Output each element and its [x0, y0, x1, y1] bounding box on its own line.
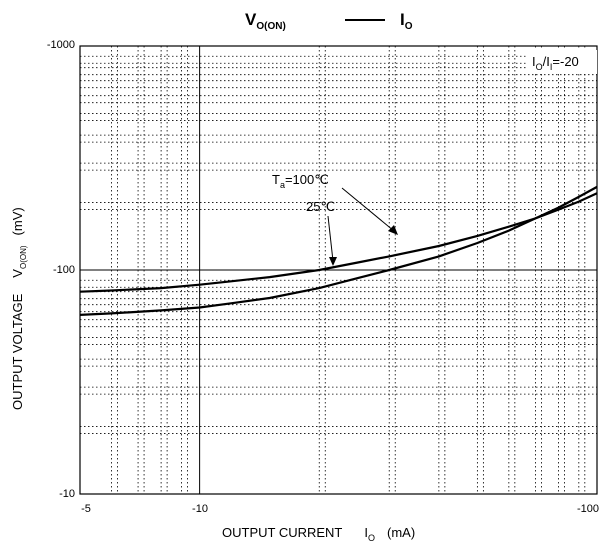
- y-tick-label: -100: [53, 264, 75, 276]
- arrow-25c: [327, 215, 334, 262]
- series-label-25c: 25℃: [306, 199, 335, 214]
- title-right-sub: O: [405, 21, 413, 32]
- series-line-1: [79, 185, 598, 316]
- condition-label: IO/II=-20: [532, 54, 579, 72]
- x-axis-label: OUTPUT CURRENT IO (mA): [222, 525, 415, 543]
- grid-lines: [80, 46, 597, 494]
- series-group: [79, 185, 598, 316]
- y-tick-label: -10: [59, 488, 75, 500]
- x-tick-label: -5: [81, 503, 91, 515]
- y-axis-label: OUTPUT VOLTAGEVO(ON)(mV): [10, 207, 28, 410]
- title-left: V: [245, 10, 257, 29]
- arrowhead-100c: [388, 225, 398, 235]
- condition-box: [527, 50, 597, 74]
- chart-title-right: IO: [400, 10, 413, 32]
- x-tick-label: -100: [577, 503, 599, 515]
- plot-frame: [79, 45, 598, 495]
- y-tick-label: -1000: [47, 39, 75, 51]
- arrow-100c: [341, 187, 395, 232]
- series-line-0: [79, 192, 598, 293]
- x-tick-label: -10: [192, 503, 208, 515]
- title-left-sub: O(ON): [256, 21, 285, 32]
- title-right: I: [400, 10, 405, 29]
- chart-title: VO(ON): [245, 10, 286, 32]
- series-label-100c: Ta=100℃: [272, 172, 329, 190]
- arrowhead-25c: [329, 257, 337, 266]
